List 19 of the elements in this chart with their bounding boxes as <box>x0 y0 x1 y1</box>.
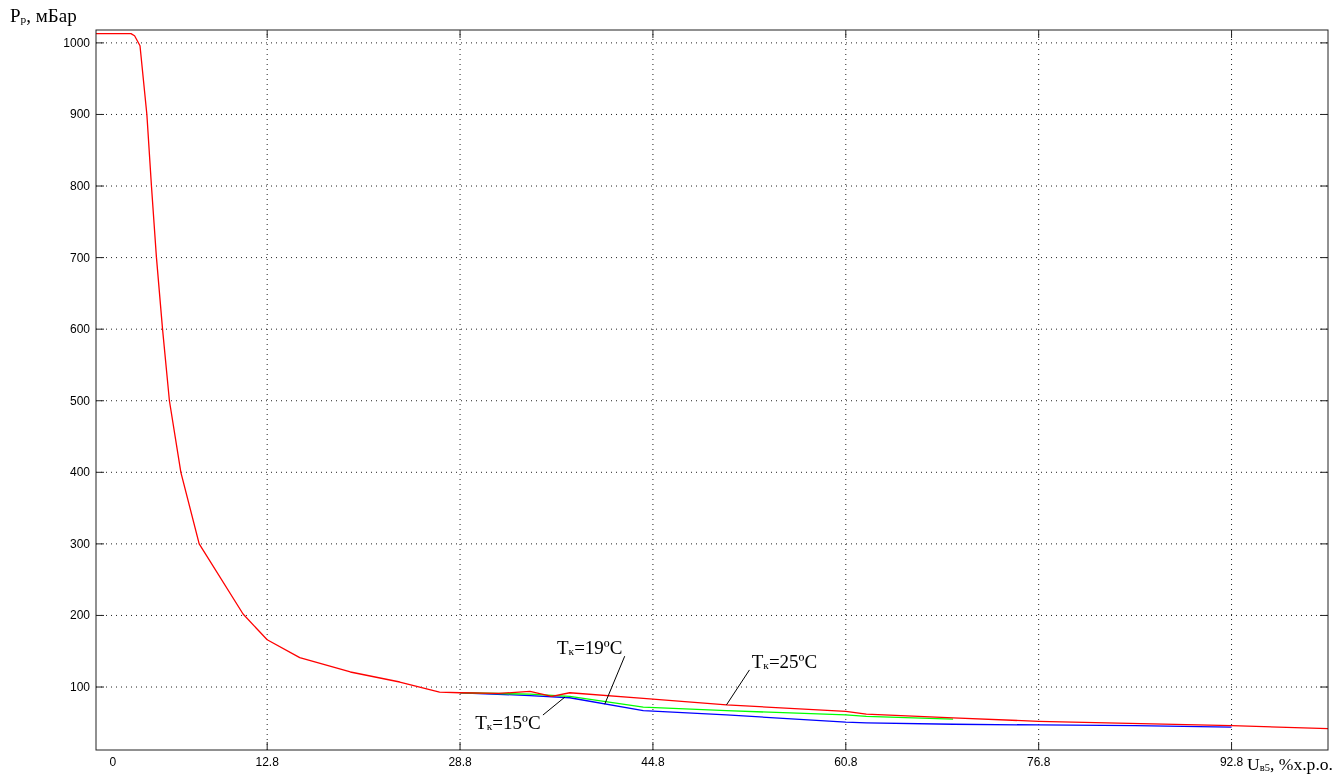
line-series <box>95 32 1329 730</box>
y-tick-label: 100 <box>69 680 91 695</box>
x-tick-label: 28.8 <box>448 755 473 769</box>
y-tick-label: 500 <box>69 393 91 408</box>
x-tick-label: 0 <box>109 755 117 769</box>
x-tick-label: 60.8 <box>834 755 858 769</box>
y-tick-label: 800 <box>69 179 91 194</box>
x-tick-label: 92.8 <box>1219 755 1244 769</box>
y-tick-label: 200 <box>69 608 91 623</box>
y-tick-label: 700 <box>69 250 91 265</box>
y-tick-label: 400 <box>69 465 91 480</box>
y-tick-label: 1000 <box>63 35 91 50</box>
y-tick-label: 300 <box>69 536 91 551</box>
x-axis-title: U$_{в5}$, %х.р.о. <box>1247 756 1333 774</box>
y-tick-label: 900 <box>69 107 91 122</box>
y-tick-label: 600 <box>69 322 91 337</box>
x-tick-label: 44.8 <box>641 755 665 769</box>
x-tick-label: 76.8 <box>1027 755 1051 769</box>
x-tick-label: 12.8 <box>255 755 280 769</box>
